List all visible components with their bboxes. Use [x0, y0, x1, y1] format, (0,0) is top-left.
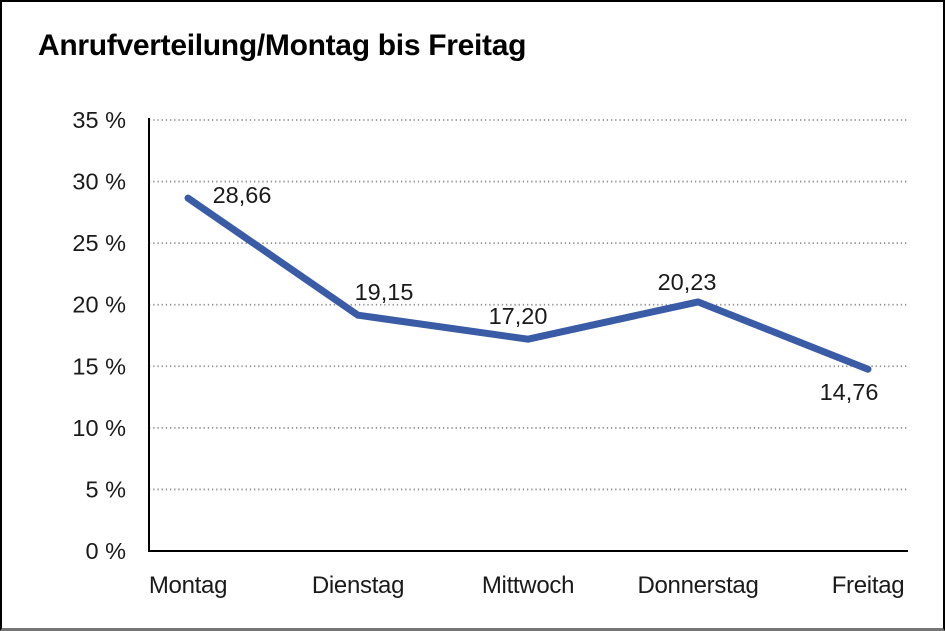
data-line: [184, 194, 872, 373]
x-category-label: Freitag: [832, 572, 905, 599]
data-point-label: 19,15: [355, 279, 414, 305]
y-tick-label: 10 %: [72, 415, 126, 441]
y-tick-label: 0 %: [86, 538, 127, 564]
y-tick-label: 15 %: [72, 353, 126, 379]
x-category-label: Donnerstag: [637, 572, 758, 599]
x-category-label: Montag: [149, 572, 227, 599]
x-category-label: Dienstag: [312, 572, 404, 599]
y-tick-label: 30 %: [72, 169, 126, 195]
data-point-label: 28,66: [213, 182, 272, 208]
y-tick-label: 25 %: [72, 230, 126, 256]
y-tick-label: 20 %: [72, 292, 126, 318]
y-tick-label: 35 %: [72, 107, 126, 133]
y-tick-label: 5 %: [86, 476, 127, 502]
data-point-label: 14,76: [820, 379, 879, 405]
data-point-label: 17,20: [489, 303, 548, 329]
chart-title: Anrufverteilung/Montag bis Freitag: [38, 29, 527, 62]
data-point-label: 20,23: [658, 269, 717, 295]
x-category-label: Mittwoch: [482, 572, 574, 599]
